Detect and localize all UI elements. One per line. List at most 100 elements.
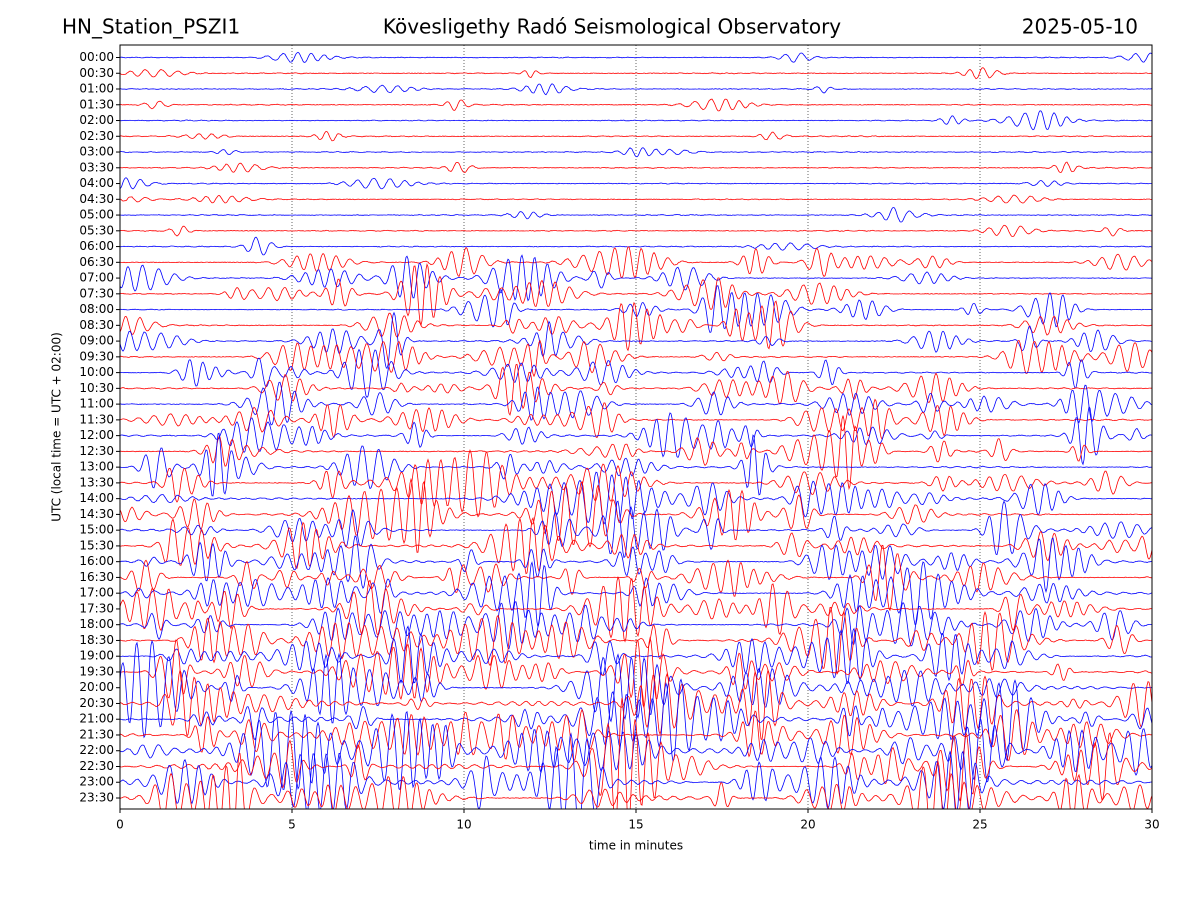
x-tick-label: 5 (288, 818, 296, 832)
trace (120, 161, 1152, 174)
y-tick-label: 00:30 (79, 66, 114, 80)
date-label: 2025-05-10 (1022, 15, 1138, 39)
y-tick-label: 17:00 (79, 586, 114, 600)
x-tick-label: 0 (116, 818, 124, 832)
plot-area (120, 45, 1152, 809)
y-tick-label: 04:30 (79, 192, 114, 206)
y-tick-label: 09:30 (79, 349, 114, 363)
trace (120, 285, 1152, 334)
y-tick-label: 11:30 (79, 412, 114, 426)
y-tick-label: 21:30 (79, 727, 114, 741)
x-tick-label: 20 (800, 818, 815, 832)
y-tick-label: 18:30 (79, 633, 114, 647)
y-tick-label: 10:30 (79, 381, 114, 395)
x-axis-label: time in minutes (589, 839, 683, 853)
y-tick-label: 22:00 (79, 743, 114, 757)
y-tick-label: 00:00 (79, 50, 114, 64)
trace (120, 98, 1152, 112)
y-tick-label: 19:00 (79, 649, 114, 663)
trace (120, 639, 1152, 739)
trace (120, 406, 1152, 466)
x-tick-label: 10 (456, 818, 471, 832)
y-tick-label: 06:00 (79, 239, 114, 253)
y-tick-label: 10:00 (79, 365, 114, 379)
trace (120, 348, 1152, 398)
y-tick-label: 18:00 (79, 617, 114, 631)
y-tick-label: 13:30 (79, 475, 114, 489)
trace (120, 449, 1152, 518)
y-tick-label: 01:00 (79, 82, 114, 96)
y-tick-label: 23:00 (79, 775, 114, 789)
trace (120, 606, 1152, 675)
trace (120, 300, 1152, 352)
trace (120, 709, 1152, 791)
y-tick-label: 15:30 (79, 538, 114, 552)
trace (120, 381, 1152, 426)
trace (120, 236, 1152, 256)
trace (120, 311, 1152, 370)
trace (120, 432, 1152, 497)
y-tick-label: 20:30 (79, 696, 114, 710)
trace (120, 254, 1152, 302)
y-tick-label: 16:00 (79, 554, 114, 568)
trace (120, 415, 1152, 491)
y-tick-label: 02:30 (79, 129, 114, 143)
trace (120, 130, 1152, 142)
y-tick-label: 21:00 (79, 712, 114, 726)
trace (120, 194, 1152, 204)
trace (120, 544, 1152, 612)
chart-title: Kövesligethy Radó Seismological Observat… (383, 15, 841, 39)
trace (120, 67, 1152, 80)
trace (120, 110, 1152, 131)
y-axis-label: UTC (local time = UTC + 02:00) (50, 332, 64, 522)
y-tick-label: 06:30 (79, 255, 114, 269)
y-tick-label: 12:00 (79, 428, 114, 442)
trace (120, 625, 1152, 684)
x-tick-label: 30 (1144, 818, 1159, 832)
trace (120, 83, 1152, 96)
y-tick-label: 16:30 (79, 570, 114, 584)
trace (120, 575, 1152, 643)
y-tick-label: 17:30 (79, 601, 114, 615)
y-tick-label: 03:00 (79, 145, 114, 159)
y-tick-label: 14:00 (79, 491, 114, 505)
y-tick-label: 03:30 (79, 160, 114, 174)
y-tick-label: 20:00 (79, 680, 114, 694)
y-tick-label: 07:30 (79, 286, 114, 300)
trace (120, 636, 1152, 710)
y-tick-label: 14:30 (79, 507, 114, 521)
y-tick-label: 08:00 (79, 302, 114, 316)
y-tick-label: 07:00 (79, 271, 114, 285)
trace (120, 561, 1152, 627)
trace (120, 147, 1152, 158)
trace (120, 177, 1152, 190)
trace (120, 601, 1152, 650)
y-tick-label: 09:00 (79, 334, 114, 348)
trace (120, 471, 1152, 525)
y-tick-label: 04:00 (79, 176, 114, 190)
trace (120, 477, 1152, 553)
y-tick-label: 02:00 (79, 113, 114, 127)
y-tick-label: 23:30 (79, 791, 114, 805)
trace (120, 732, 1152, 809)
trace (120, 246, 1152, 279)
trace (120, 697, 1152, 809)
y-tick-label: 19:30 (79, 664, 114, 678)
y-tick-label: 05:30 (79, 223, 114, 237)
trace (120, 263, 1152, 327)
trace (120, 752, 1152, 809)
y-tick-label: 11:00 (79, 397, 114, 411)
trace (120, 535, 1152, 594)
y-tick-label: 15:00 (79, 523, 114, 537)
y-tick-label: 01:30 (79, 97, 114, 111)
trace (120, 224, 1152, 237)
trace (120, 51, 1152, 63)
trace (120, 516, 1152, 575)
x-tick-label: 15 (628, 818, 643, 832)
y-tick-label: 08:30 (79, 318, 114, 332)
station-label: HN_Station_PSZI1 (62, 15, 240, 39)
y-tick-label: 22:30 (79, 759, 114, 773)
y-tick-label: 12:30 (79, 444, 114, 458)
trace (120, 398, 1152, 440)
